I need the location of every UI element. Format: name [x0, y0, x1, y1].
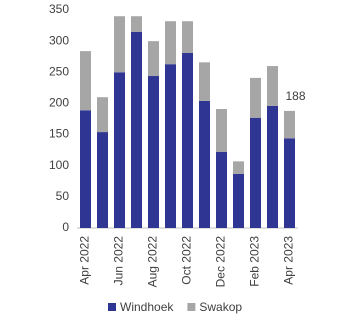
bar-segment: [165, 64, 176, 228]
bar-segment: [114, 16, 125, 73]
legend-label: Swakop: [199, 300, 242, 314]
y-tick-label: 100: [49, 158, 69, 172]
bar-segment: [97, 132, 108, 228]
bar-segment: [199, 62, 210, 101]
x-tick-label: Apr 2023: [282, 236, 296, 285]
bar-segment: [233, 173, 244, 228]
bar-segment: [267, 105, 278, 228]
y-tick-label: 350: [49, 2, 69, 16]
x-tick-label: Apr 2022: [78, 236, 92, 285]
y-tick-label: 300: [49, 33, 69, 47]
bar-segment: [267, 66, 278, 106]
bar-segment: [148, 41, 159, 77]
bar-segment: [284, 138, 295, 228]
y-tick-label: 250: [49, 64, 69, 78]
y-tick-label: 0: [62, 220, 69, 234]
bar-segment: [148, 76, 159, 228]
bar-segment: [131, 31, 142, 228]
bar-segment: [114, 72, 125, 229]
bar-segment: [80, 110, 91, 228]
x-tick-label: Dec 2022: [214, 236, 228, 288]
legend-swatch: [108, 303, 116, 311]
bar-segment: [250, 117, 261, 228]
bar-segment: [216, 109, 227, 153]
bar-segment: [199, 100, 210, 228]
bar-segment: [250, 77, 261, 118]
bar-segment: [284, 110, 295, 139]
bar-segment: [182, 21, 193, 53]
bar-segment: [165, 21, 176, 65]
y-tick-label: 200: [49, 96, 69, 110]
legend-swatch: [187, 303, 196, 311]
y-tick-label: 150: [49, 127, 69, 141]
bar-segment: [233, 161, 244, 174]
x-tick-label: Feb 2023: [248, 236, 262, 287]
bar-segment: [182, 52, 193, 228]
x-tick-label: Oct 2022: [180, 236, 194, 285]
bar-segment: [216, 152, 227, 228]
bar-segment: [97, 97, 108, 133]
y-tick-label: 50: [56, 189, 70, 203]
x-tick-label: Jun 2022: [112, 236, 126, 286]
annotation: 188: [286, 89, 306, 103]
x-tick-label: Aug 2022: [146, 236, 160, 288]
bar-segment: [80, 51, 91, 111]
legend-label: Windhoek: [120, 300, 174, 314]
bar-segment: [131, 16, 142, 32]
